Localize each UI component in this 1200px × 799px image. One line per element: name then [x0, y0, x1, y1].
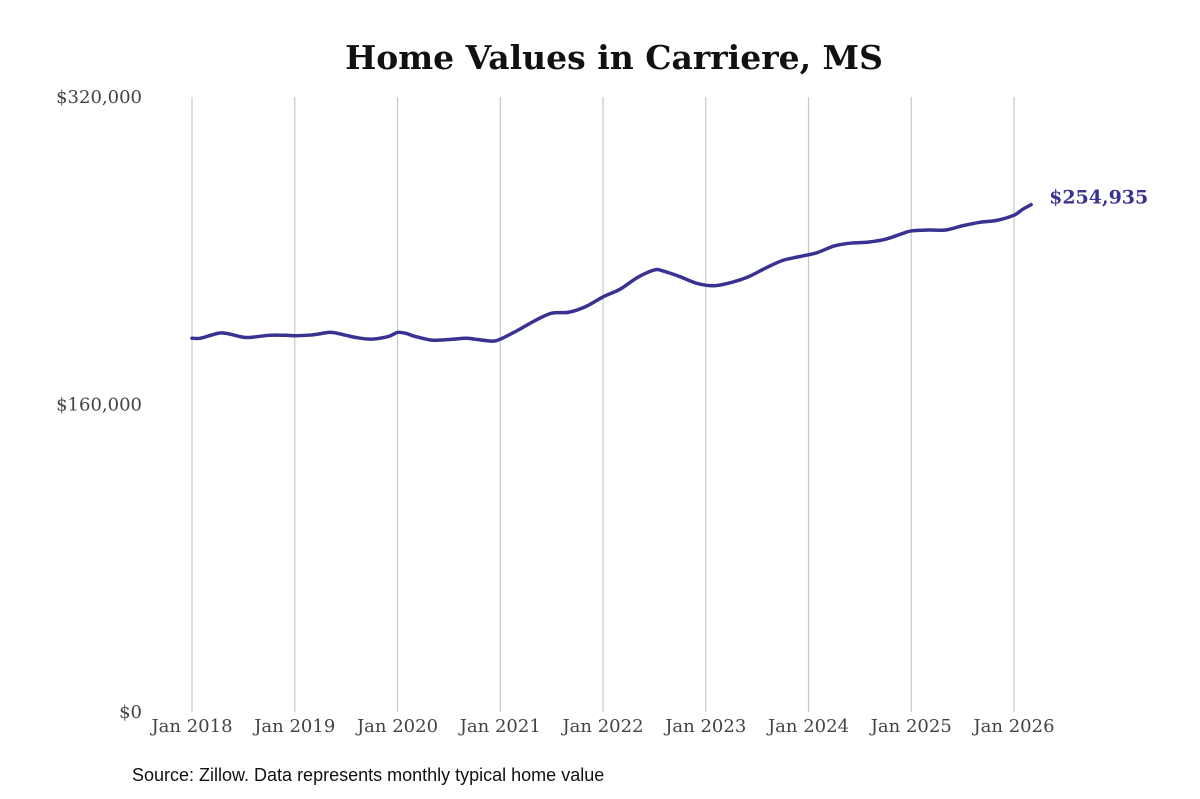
y-tick-label: $0 [119, 702, 142, 723]
x-tick-label: Jan 2021 [458, 716, 541, 737]
x-tick-label: Jan 2019 [252, 716, 335, 737]
x-tick-label: Jan 2024 [766, 716, 849, 737]
y-tick-label: $320,000 [56, 87, 142, 108]
x-tick-label: Jan 2026 [971, 716, 1054, 737]
chart-title: Home Values in Carriere, MS [345, 38, 883, 77]
last-value-label: $254,935 [1049, 187, 1148, 209]
x-tick-label: Jan 2018 [149, 716, 232, 737]
y-tick-label: $160,000 [56, 395, 142, 416]
x-tick-label: Jan 2023 [663, 716, 746, 737]
source-note: Source: Zillow. Data represents monthly … [132, 765, 604, 785]
x-tick-label: Jan 2025 [869, 716, 952, 737]
gridlines [191, 97, 1015, 712]
x-tick-label: Jan 2022 [560, 716, 643, 737]
series-line-home-value [190, 202, 1033, 343]
x-tick-label: Jan 2020 [355, 716, 438, 737]
y-axis-ticks: $0 $160,000 $320,000 [56, 87, 142, 723]
x-axis-ticks: Jan 2018 Jan 2019 Jan 2020 Jan 2021 Jan 2022… [149, 716, 1054, 737]
